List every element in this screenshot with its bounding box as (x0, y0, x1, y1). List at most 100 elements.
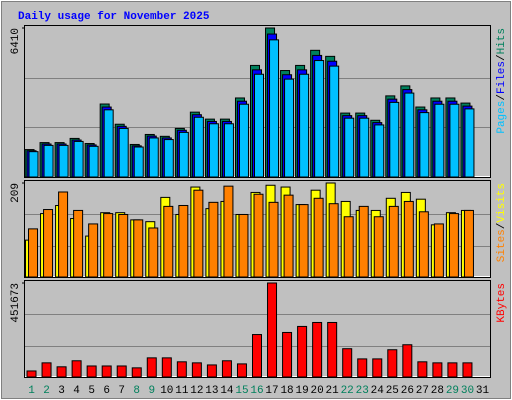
x-tick-label: 31 (476, 385, 490, 397)
bar (101, 365, 112, 378)
legend: Sites/Visits (496, 183, 508, 262)
bar (298, 204, 309, 278)
x-tick-label: 10 (160, 385, 173, 397)
legend-entry: Files (496, 61, 508, 94)
bar (208, 123, 219, 178)
bar (238, 103, 249, 178)
bar (342, 348, 353, 378)
x-tick-label: 14 (220, 385, 234, 397)
bar (221, 360, 232, 378)
bar (253, 193, 264, 278)
x-tick-label: 2 (43, 385, 50, 397)
bar (193, 189, 204, 278)
x-tick-label: 13 (205, 385, 218, 397)
bar (223, 185, 234, 278)
bar (267, 282, 278, 378)
x-tick-label: 5 (88, 385, 95, 397)
bar (118, 127, 129, 178)
bar (357, 358, 368, 378)
bar (71, 360, 82, 378)
bar (26, 370, 37, 378)
legend-separator: / (496, 223, 508, 230)
y-tick-label: 451673 (10, 283, 22, 323)
bar (283, 194, 294, 278)
bar (432, 362, 443, 378)
x-tick-label: 24 (371, 385, 385, 397)
x-tick-label: 20 (311, 385, 324, 397)
bar (327, 321, 338, 378)
x-tick-label: 9 (148, 385, 155, 397)
bar (419, 112, 430, 178)
bar (73, 209, 84, 278)
bar (434, 103, 445, 178)
legend-entry: Pages (496, 101, 508, 134)
bar (208, 201, 219, 278)
x-tick-label: 17 (265, 385, 278, 397)
bar (118, 213, 129, 278)
bar (417, 361, 428, 378)
legend-separator: / (496, 94, 508, 101)
bar (254, 73, 264, 178)
bar (403, 200, 414, 278)
bar (176, 361, 187, 378)
bar (389, 101, 400, 178)
chart-title: Daily usage for November 2025 (18, 11, 210, 23)
x-tick-label: 27 (416, 385, 429, 397)
bar (58, 191, 69, 278)
bar (329, 65, 340, 178)
x-tick-label: 30 (461, 385, 474, 397)
bar (299, 73, 310, 178)
x-tick-label: 15 (235, 385, 248, 397)
bar (433, 223, 444, 278)
bar (448, 213, 459, 278)
bar (178, 204, 189, 278)
bar (163, 205, 174, 278)
x-tick-label: 16 (250, 385, 263, 397)
bar (447, 362, 458, 378)
bar (41, 362, 52, 378)
x-tick-label: 1 (28, 385, 35, 397)
x-tick-label: 3 (58, 385, 65, 397)
x-tick-label: 11 (175, 385, 189, 397)
bar (131, 367, 142, 378)
bar (312, 321, 323, 378)
bar (58, 144, 69, 178)
bar (358, 205, 369, 278)
bar (236, 363, 247, 378)
bar (43, 144, 54, 178)
bar (373, 216, 384, 278)
bar (28, 228, 39, 278)
x-tick-label: 19 (295, 385, 308, 397)
x-tick-label: 22 (341, 385, 354, 397)
x-tick-label: 21 (326, 385, 340, 397)
bar (344, 117, 355, 178)
legend: KBytes (496, 283, 508, 323)
bar (297, 325, 308, 378)
bar (178, 131, 189, 178)
bar (103, 213, 114, 278)
bar (388, 205, 399, 278)
bar (374, 124, 385, 178)
bar (387, 349, 398, 378)
bar (88, 223, 99, 278)
x-tick-label: 23 (356, 385, 369, 397)
x-tick-label: 18 (280, 385, 293, 397)
bar (268, 201, 279, 278)
bar (103, 109, 114, 178)
bar (86, 365, 97, 378)
x-tick-label: 25 (386, 385, 399, 397)
bar (463, 209, 474, 278)
legend-entry: Hits (496, 28, 508, 54)
bar (282, 331, 293, 378)
bar (28, 151, 39, 178)
bar (133, 219, 144, 278)
legend-entry: Sites (496, 229, 508, 262)
bar (328, 203, 339, 278)
bar (462, 362, 473, 378)
x-tick-label: 12 (190, 385, 203, 397)
x-tick-label: 7 (118, 385, 125, 397)
bar (88, 145, 99, 178)
bar (449, 103, 460, 178)
bar (359, 117, 370, 178)
